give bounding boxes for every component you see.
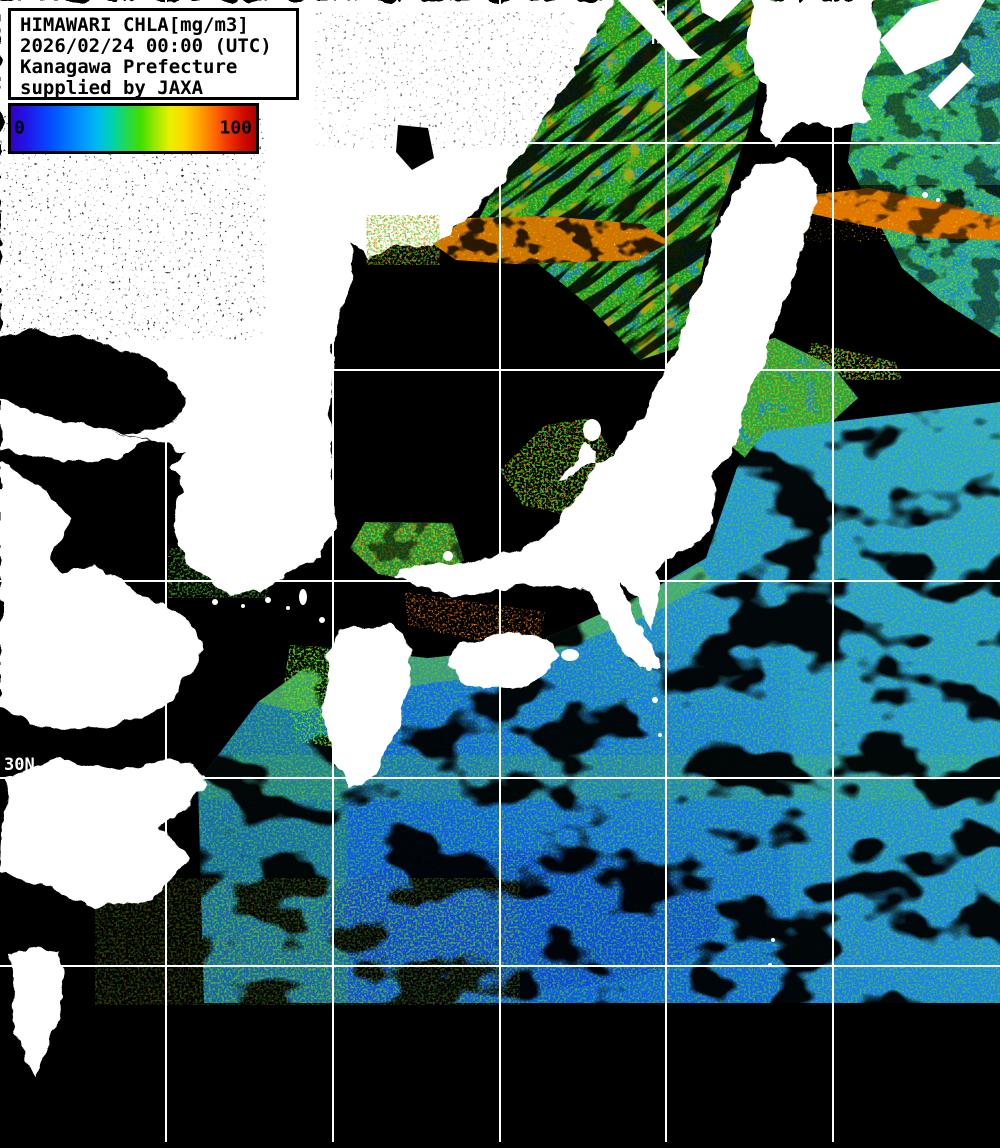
landmass-sakhalin: [618, 0, 702, 60]
legend-title: HIMAWARI CHLA[mg/m3]: [20, 14, 249, 36]
landmass-honshu: [395, 160, 820, 668]
zone-hokkaido-coast-bloom: [800, 188, 1000, 240]
legend-box: HIMAWARI CHLA[mg/m3] 2026/02/24 00:00 (U…: [8, 8, 299, 100]
landmass-kunashiri: [928, 62, 975, 110]
landmass-shandong: [0, 398, 150, 462]
colorbar: 0 100: [8, 103, 259, 154]
zone-sparse-southwest: [95, 878, 520, 1005]
zone-coastal-bloom-band: [430, 216, 670, 264]
legend-datetime: 2026/02/24 00:00 (UTC): [20, 35, 272, 57]
zone-boundary-specks: [368, 216, 438, 264]
landmass-shikoku: [448, 632, 560, 690]
sea-korea-bay-inlet: [0, 330, 185, 432]
landmass-sakhalin-2: [700, 0, 742, 22]
cloud-ne-sliver-1: [880, 0, 985, 75]
legend-prefecture: Kanagawa Prefecture: [20, 56, 238, 78]
small-islands: [141, 192, 940, 967]
landmass-hokkaido: [748, 0, 880, 148]
colorbar-max-label: 100: [219, 116, 252, 138]
colorbar-min-label: 0: [14, 116, 25, 138]
cloud-east-china-sea-lower: [0, 760, 205, 908]
landmass-taiwan: [10, 948, 64, 1078]
landmass-kyushu: [322, 625, 415, 790]
legend-supplier: supplied by JAXA: [20, 77, 204, 99]
cloud-east-china-sea-upper: [0, 555, 205, 730]
